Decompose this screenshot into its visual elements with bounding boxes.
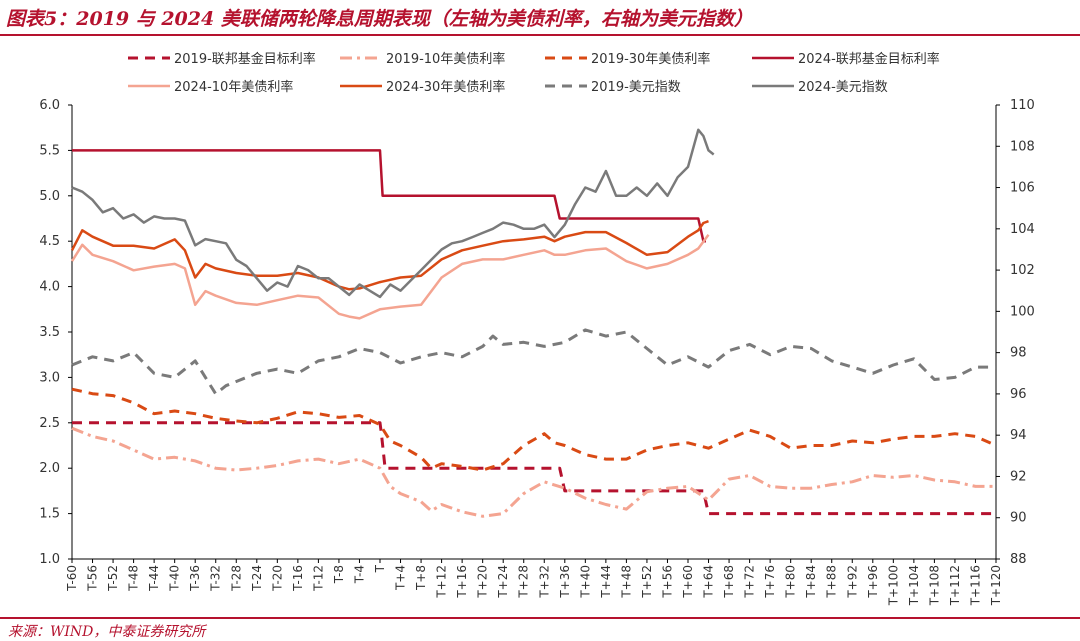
y-right-tick-label: 108 [1010,139,1035,154]
y-right-tick-label: 104 [1010,222,1035,237]
x-tick-label: T+112 [948,565,962,606]
y-left-tick-label: 1.0 [39,552,60,567]
x-tick-label: T+116 [968,565,982,606]
x-tick-label: T+104 [907,565,921,606]
legend-label: 2024-美元指数 [798,80,888,95]
source-note: 来源：WIND，中泰证券研究所 [8,624,206,640]
y-right-tick-label: 92 [1010,469,1027,484]
x-tick-label: T+68 [722,565,736,599]
footer-divider [0,617,1080,619]
x-tick-label: T-56 [86,565,100,592]
x-tick-label: T+120 [989,565,1003,606]
x-tick-label: T-20 [270,565,284,592]
x-tick-label: T+60 [681,565,695,599]
x-tick-label: T+44 [599,565,613,599]
y-right-tick-label: 102 [1010,263,1035,278]
x-tick-label: T+76 [763,565,777,599]
x-tick-label: T+72 [743,565,757,599]
y-right-tick-label: 96 [1010,387,1027,402]
chart-legend: 2019-联邦基金目标利率 2019-10年美债利率 2019-30年美债利率 202… [128,51,940,95]
y-left-tick-label: 4.0 [39,280,60,295]
y-left-tick-label: 2.0 [39,461,60,476]
series-line-8 [71,128,715,299]
chart-axes: 1.0 1.5 2.0 2.5 3.0 3.5 4.0 4.5 5.0 5.5 6.0 88 90 92 9… [39,98,1035,606]
x-tick-label: T+24 [496,565,510,599]
y-right-tick-label: 98 [1010,346,1027,361]
x-tick-label: T+32 [537,565,551,599]
y-right-tick-label: 90 [1010,511,1027,526]
y-right-tick-label: 94 [1010,428,1027,443]
x-tick-label: T [373,564,387,573]
series-line-3 [71,387,997,472]
y-right-tick-label: 106 [1010,181,1035,196]
legend-label: 2024-30年美债利率 [386,79,505,95]
x-tick-label: T+12 [435,565,449,599]
x-tick-label: T-32 [209,565,223,592]
x-tick-label: T+84 [804,565,818,599]
y-right-tick-label: 110 [1010,98,1035,113]
x-tick-label: T-48 [127,565,141,592]
series-line-1 [72,421,996,516]
legend-label: 2024-10年美债利率 [174,79,293,95]
x-tick-label: T+100 [886,565,900,606]
x-tick-label: T+8 [414,565,428,591]
legend-label: 2024-联邦基金目标利率 [798,51,940,67]
x-tick-label: T-40 [168,565,182,592]
x-tick-label: T+40 [578,565,592,599]
legend-label: 2019-30年美债利率 [591,51,710,67]
y-left-tick-label: 1.5 [39,507,60,522]
x-tick-label: T+80 [784,565,798,599]
x-tick-label: T+20 [476,565,490,599]
x-tick-label: T-36 [188,565,202,592]
y-left-tick-label: 5.0 [39,189,60,204]
x-tick-label: T-44 [147,565,161,592]
y-left-tick-label: 3.5 [39,325,60,340]
y-left-tick-label: 3.0 [39,370,60,385]
x-tick-label: T+56 [660,565,674,599]
chart-series [70,128,997,518]
x-tick-label: T-16 [291,565,305,592]
y-left-tick-label: 5.5 [39,143,60,158]
x-tick-label: T+88 [825,565,839,599]
series-line-5 [70,234,710,320]
x-tick-label: T-60 [65,565,79,592]
x-tick-label: T-4 [352,565,366,584]
series-line-6 [70,220,709,291]
y-right-tick-label: 88 [1010,552,1027,567]
series-line-7 [71,328,996,396]
x-tick-label: T-12 [311,565,325,592]
x-tick-label: T-52 [106,565,120,592]
page-title: 图表5：2019 与 2024 美联储两轮降息周期表现（左轴为美债利率，右轴为美… [6,8,753,30]
x-tick-label: T+52 [640,565,654,599]
x-tick-label: T+108 [927,565,941,606]
series-line-4 [72,149,706,243]
x-tick-label: T+92 [845,565,859,599]
y-right-tick-label: 100 [1010,304,1035,319]
series-line-2 [71,426,996,518]
y-left-tick-label: 4.5 [39,234,60,249]
y-left-tick-label: 2.5 [39,416,60,431]
x-tick-label: T-28 [229,565,243,592]
y-left-tick-label: 6.0 [39,98,60,113]
x-tick-label: T+96 [866,565,880,599]
legend-label: 2019-联邦基金目标利率 [174,51,316,67]
x-tick-label: T+28 [517,565,531,599]
x-tick-label: T-24 [250,565,264,592]
x-tick-label: T+16 [455,565,469,599]
title-divider [0,34,1080,36]
x-tick-label: T+36 [558,565,572,599]
x-tick-label: T+48 [619,565,633,599]
legend-label: 2019-美元指数 [591,80,681,95]
x-tick-label: T+64 [702,565,716,599]
x-tick-label: T+4 [394,565,408,591]
legend-label: 2019-10年美债利率 [386,51,505,67]
x-tick-label: T-8 [332,565,346,584]
